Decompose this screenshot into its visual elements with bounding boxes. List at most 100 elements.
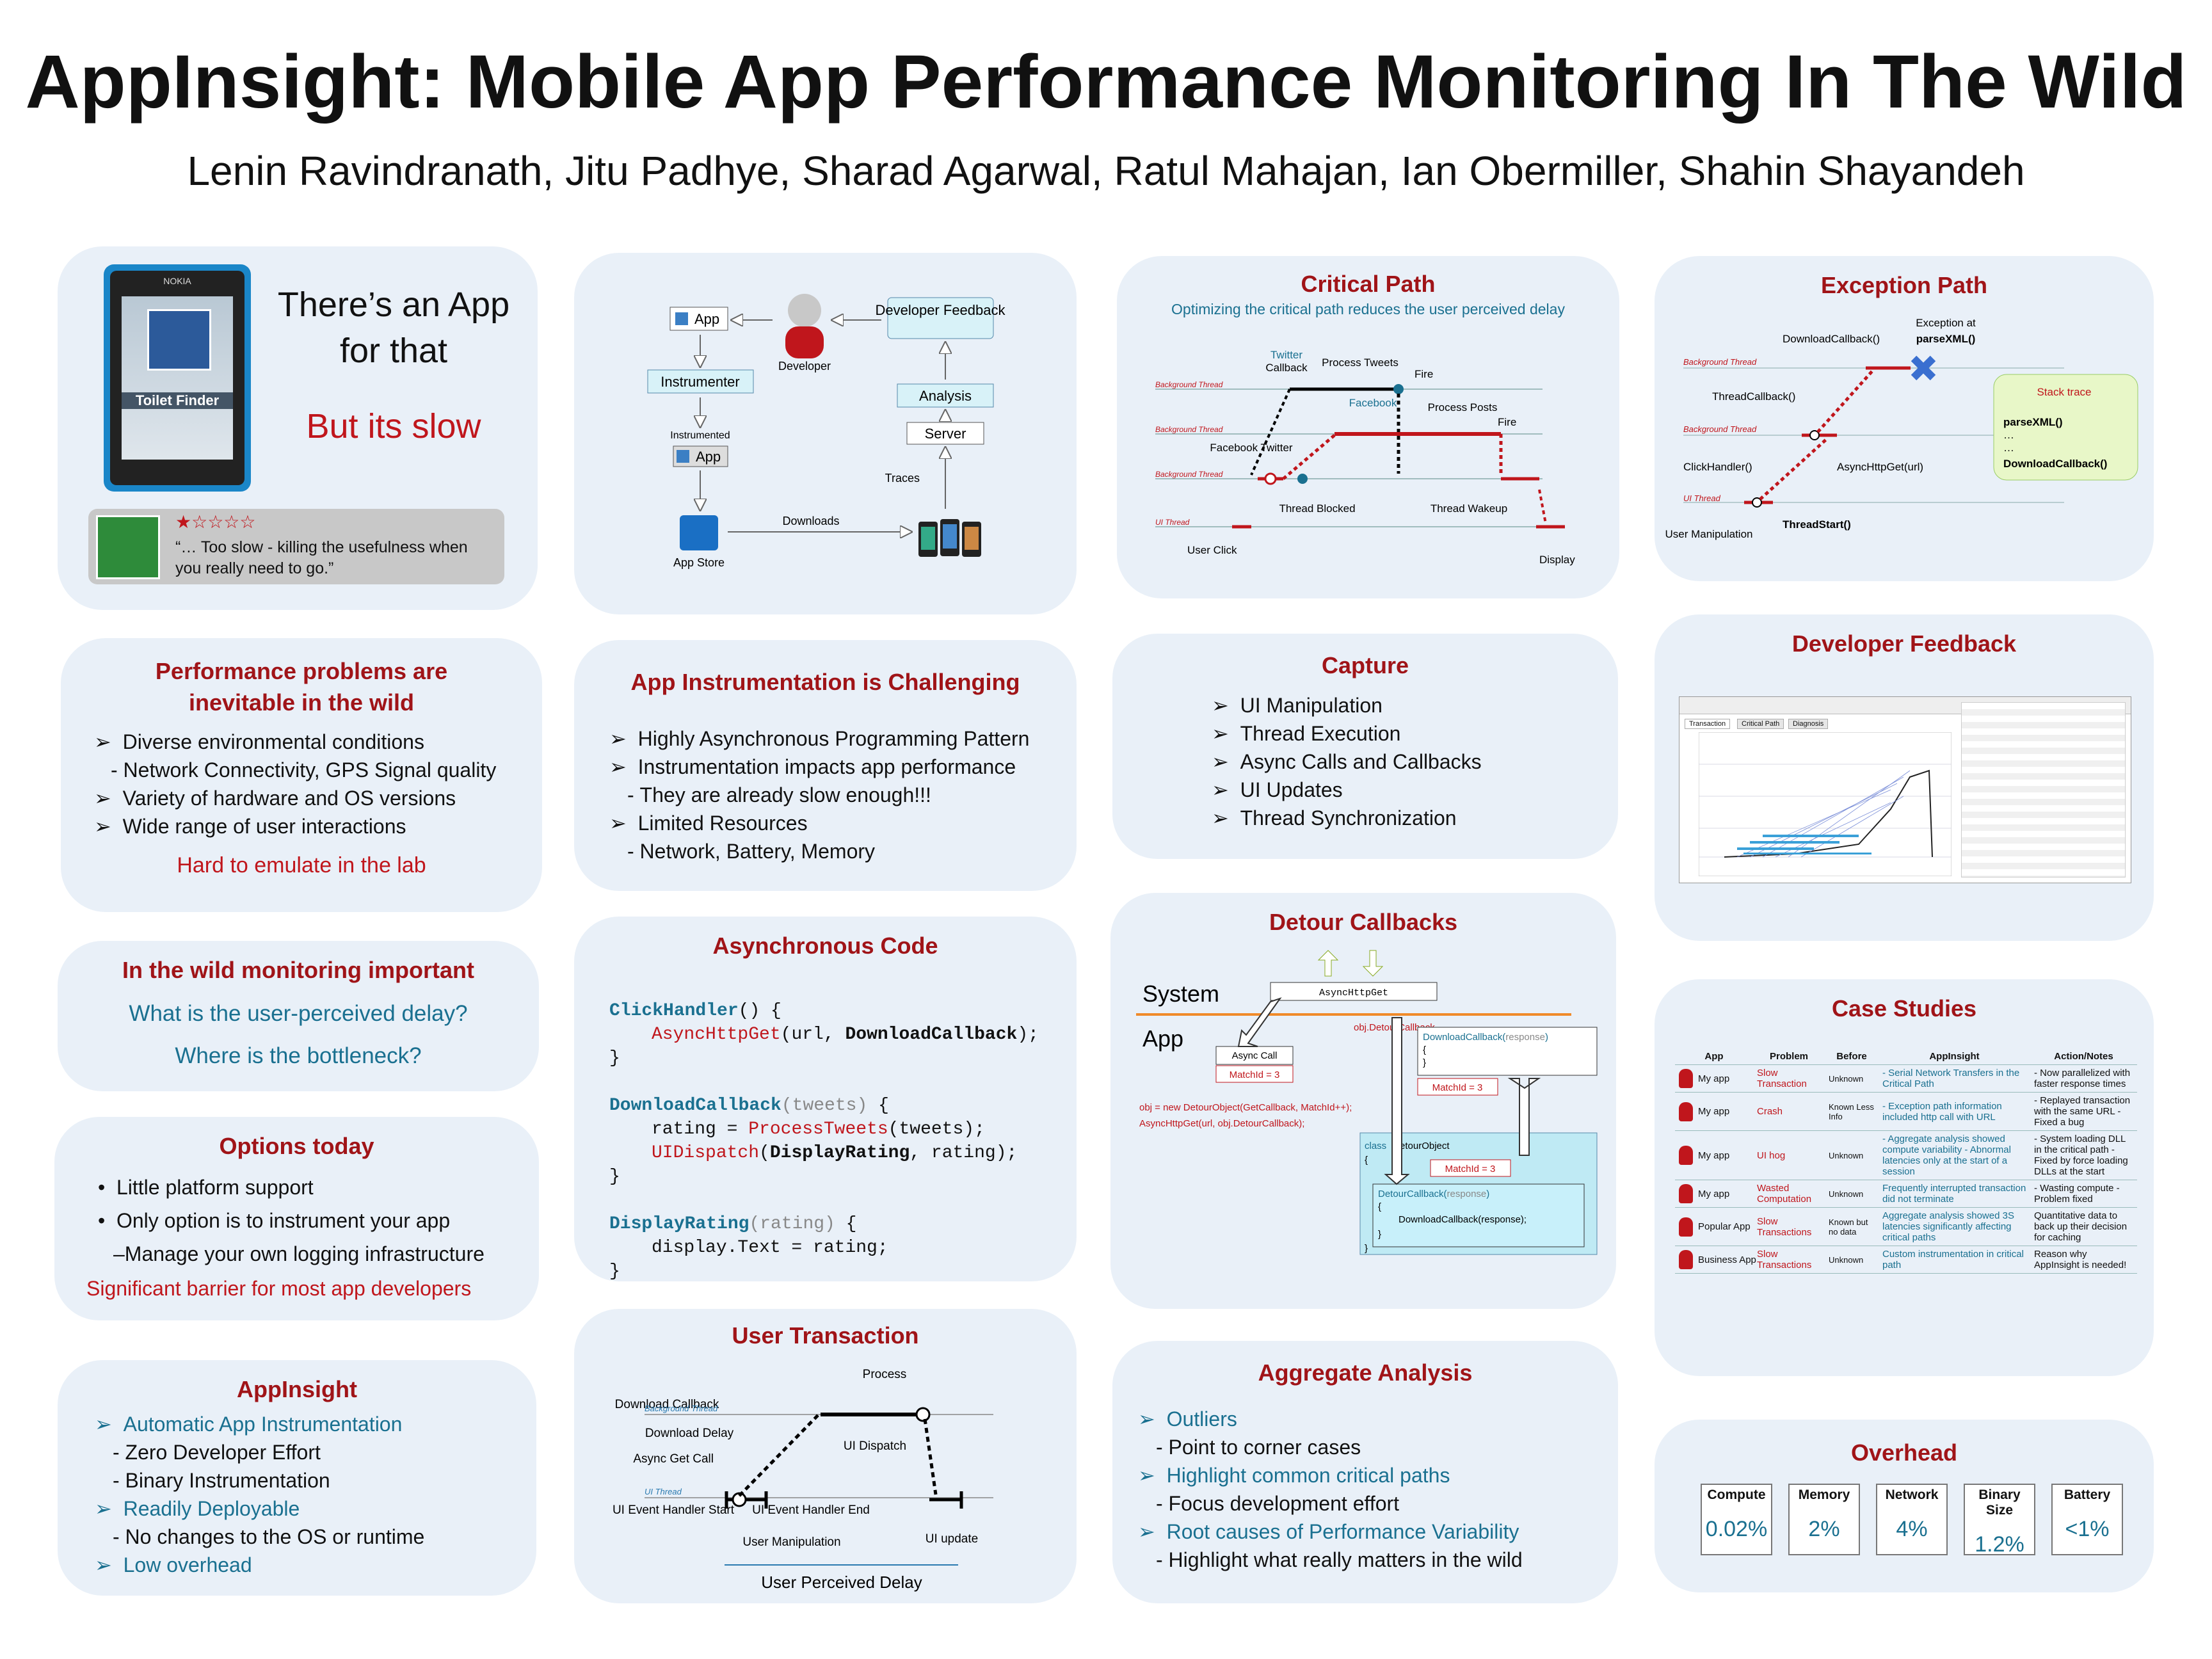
dev-feedback-tab-2[interactable]: Critical Path [1737, 719, 1784, 729]
capture-title: Capture [1321, 652, 1409, 678]
pipeline-instrumented: Instrumented [670, 430, 730, 441]
ep-ui-thread: UI Thread [1683, 493, 1721, 503]
cp-user-click: User Click [1187, 544, 1237, 556]
cs-cell-problem: Slow Transactions [1753, 1246, 1825, 1274]
appinsight-item: ➢ Readily Deployable [95, 1497, 300, 1520]
cs-cell-problem: Crash [1753, 1092, 1825, 1131]
ep-stack-4: DownloadCallback() [2003, 458, 2107, 470]
perf-item: ➢ Wide range of user interactions [94, 815, 406, 838]
detour-app: App [1142, 1025, 1183, 1052]
dev-feedback-title: Developer Feedback [1791, 630, 2017, 657]
toilet-icon [147, 309, 211, 371]
overhead-boxes: Compute 0.02% Memory 2% Network 4% Binary Size… [1701, 1484, 2123, 1560]
options-item: • Little platform support [98, 1176, 314, 1199]
cs-header: App [1675, 1048, 1753, 1065]
overhead-box: Compute 0.02% [1701, 1484, 1772, 1555]
avatar [1679, 1184, 1693, 1203]
detour-code-2: AsyncHttpGet(url, obj.DetourCallback); [1139, 1118, 1304, 1129]
options-footer: Significant barrier for most app develop… [86, 1277, 472, 1300]
table-row: My app Slow Transaction Unknown - Serial Ne… [1675, 1064, 2137, 1093]
cp-process-posts: Process Posts [1428, 401, 1498, 413]
cp-thread-blocked: Thread Blocked [1279, 502, 1355, 515]
dev-feedback-tab-1[interactable]: Transaction [1685, 719, 1731, 729]
ep-thread-start: ThreadStart() [1783, 518, 1851, 531]
capture-item: ➢ Async Calls and Callbacks [1212, 750, 1482, 773]
cp-ui-thread: UI Thread [1155, 518, 1190, 527]
detour-async-get: AsyncHttpGet [1319, 988, 1388, 998]
intro-panel: NOKIA Toilet Finder There’s an App for t… [58, 246, 538, 610]
cp-thread-wakeup: Thread Wakeup [1431, 502, 1507, 515]
pipeline-app: App [694, 311, 719, 327]
cs-app-name: My app [1698, 1073, 1730, 1084]
cp-process-tweets: Process Tweets [1322, 357, 1399, 369]
cs-app-name: My app [1698, 1188, 1730, 1199]
tagline-1: There’s an App [277, 285, 510, 324]
cs-cell-insight: Aggregate analysis showed 3S latencies s… [1879, 1207, 2030, 1246]
cs-cell-insight: Custom instrumentation in critical path [1879, 1246, 2030, 1274]
ut-perceived-delay: User Perceived Delay [761, 1573, 922, 1592]
table-row: My app Wasted Computation Unknown Frequentl… [1675, 1180, 2137, 1208]
dev-feedback-tree [1961, 702, 2126, 878]
aggregate-item: ➢ Outliers [1138, 1407, 1237, 1431]
user-transaction-diagram: Download Callback Process Background Thr… [613, 1368, 993, 1592]
cs-app-name: Business App [1698, 1254, 1756, 1265]
ep-stack-title: Stack trace [2037, 386, 2091, 398]
ep-parse-xml: parseXML() [1916, 333, 1976, 345]
detour-arrows [1237, 997, 1541, 1185]
ut-bg-thread: Background Thread [645, 1404, 718, 1413]
cs-cell-problem: Slow Transactions [1753, 1207, 1825, 1246]
detour-response: response [1505, 1032, 1545, 1043]
overhead-value: 2% [1808, 1517, 1840, 1541]
cs-cell-insight: - Exception path information included ht… [1879, 1092, 2030, 1131]
overhead-label: Network [1885, 1487, 1939, 1502]
ut-download-callback: Download Callback [615, 1398, 719, 1411]
phone-image: NOKIA Toilet Finder [104, 264, 251, 492]
detour-object-name: DetourObject [1393, 1141, 1450, 1151]
avatar [1679, 1217, 1693, 1237]
table-row: My app UI hog Unknown - Aggregate analysis … [1675, 1130, 2137, 1180]
instr-item: - They are already slow enough!!! [627, 783, 931, 806]
cs-cell-app: My app [1675, 1064, 1753, 1093]
ep-exception-at: Exception at [1916, 317, 1976, 329]
poster-title: AppInsight: Mobile App Performance Monit… [25, 40, 2187, 124]
pipeline-instrumenter: Instrumenter [661, 374, 740, 390]
cs-cell-before: Unknown [1825, 1130, 1879, 1180]
ep-async-http: AsyncHttpGet(url) [1837, 461, 1923, 473]
dev-feedback-tab-3[interactable]: Diagnosis [1788, 719, 1829, 729]
cp-twitter: Twitter [1270, 349, 1302, 361]
detour-body: DownloadCallback(response); [1399, 1214, 1527, 1225]
cp-bg-thread-3: Background Thread [1155, 470, 1223, 479]
pipeline-instr-app: App [696, 449, 721, 465]
instrumentation-panel: App Instrumentation is Challenging ➢ Hig… [574, 640, 1077, 891]
user-transaction-title: User Transaction [732, 1322, 919, 1349]
cp-bg-thread-1: Background Thread [1155, 380, 1223, 389]
wild-monitoring-panel: In the wild monitoring important What is… [58, 941, 539, 1091]
case-studies-table: App Problem Before AppInsight Action/Not… [1675, 1048, 2137, 1274]
pipeline-developer: Developer [778, 360, 831, 373]
cs-cell-app: My app [1675, 1130, 1753, 1180]
wild-monitoring-title: In the wild monitoring important [122, 957, 474, 983]
wild-question-1: What is the user-perceived delay? [129, 1001, 468, 1026]
cs-cell-problem: Slow Transaction [1753, 1064, 1825, 1093]
ut-ui-event-start: UI Event Handler Start [613, 1503, 735, 1517]
detour-brace-close: } [1423, 1057, 1426, 1068]
ut-async-get: Async Get Call [633, 1452, 714, 1466]
detour-class-kw: class [1365, 1141, 1386, 1151]
ep-bg-thread-1: Background Thread [1683, 357, 1757, 367]
perf-problems-title: Performance problems are inevitable in t… [155, 658, 448, 716]
cs-header: AppInsight [1879, 1048, 2030, 1065]
async-code-panel: Asynchronous Code ClickHandler() {AsyncH… [574, 917, 1077, 1281]
pipeline-feedback: Developer Feedback [875, 302, 1006, 318]
table-row: My app Crash Known Less Info - Exception pa… [1675, 1092, 2137, 1131]
ut-user-manip: User Manipulation [742, 1535, 840, 1549]
table-row: Business App Slow Transactions Unknown Cust… [1675, 1246, 2137, 1274]
ep-stack-1: parseXML() [2003, 416, 2063, 428]
ep-user-manip: User Manipulation [1665, 528, 1752, 540]
detour-close-paren-2: ) [1486, 1189, 1489, 1199]
overhead-title: Overhead [1850, 1439, 1958, 1466]
aggregate-list: ➢ Outliers - Point to corner cases ➢ Hig… [1138, 1405, 1523, 1574]
pipeline-diagram: App Instrumenter Instrumented App App St… [647, 294, 1006, 569]
detour-dl-callback: DownloadCallback( [1423, 1032, 1505, 1043]
pipeline-app-store: App Store [673, 556, 725, 569]
appinsight-panel: AppInsight ➢ Automatic App Instrumentati… [58, 1360, 536, 1596]
